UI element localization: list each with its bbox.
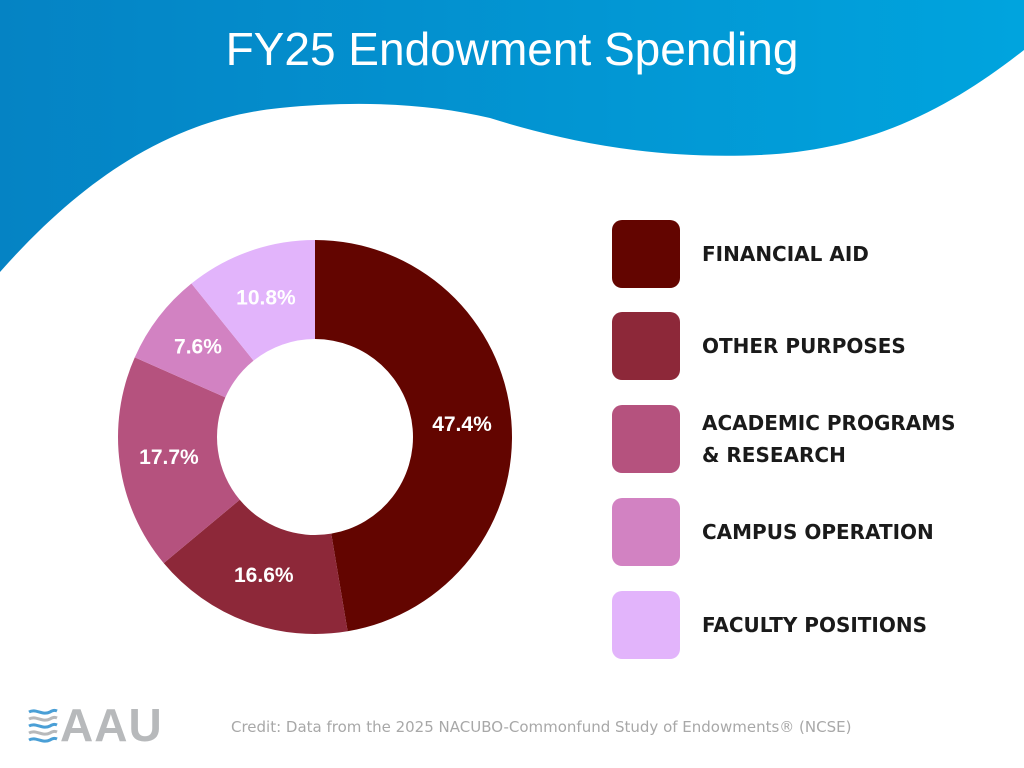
aau-logo: AAU <box>28 699 178 751</box>
legend-label: OTHER PURPOSES <box>702 334 906 358</box>
legend-swatch <box>612 405 680 473</box>
legend-swatch <box>612 220 680 288</box>
legend-label: FINANCIAL AID <box>702 242 869 266</box>
legend-item-faculty-positions: FACULTY POSITIONS <box>612 591 1012 659</box>
donut-slice-campus-operation <box>134 283 254 398</box>
slice-value-label: 16.6% <box>234 564 294 587</box>
legend-item-academic-programs: ACADEMIC PROGRAMS & RESEARCH <box>612 405 1012 473</box>
legend-item-campus-operation: CAMPUS OPERATION <box>612 498 1012 566</box>
legend-label: ACADEMIC PROGRAMS & RESEARCH <box>702 411 956 467</box>
legend-swatch <box>612 498 680 566</box>
aau-wave-icon <box>28 708 58 743</box>
credit-text: Credit: Data from the 2025 NACUBO-Common… <box>231 718 852 736</box>
legend-swatch <box>612 591 680 659</box>
slice-value-label: 47.4% <box>432 413 492 436</box>
donut-slice-faculty-positions <box>191 240 315 361</box>
legend-swatch <box>612 312 680 380</box>
slice-value-label: 17.7% <box>139 446 199 469</box>
legend-item-financial-aid: FINANCIAL AID <box>612 220 1012 288</box>
slice-value-label: 10.8% <box>236 286 296 309</box>
donut-slice-financial-aid <box>315 240 513 632</box>
donut-slice-other-purposes <box>163 499 348 634</box>
page-title: FY25 Endowment Spending <box>225 23 799 75</box>
legend-label: FACULTY POSITIONS <box>702 613 928 637</box>
legend-item-other-purposes: OTHER PURPOSES <box>612 312 1012 380</box>
legend-label: CAMPUS OPERATION <box>702 520 934 544</box>
aau-logo-text: AAU <box>60 699 163 751</box>
donut-slice-academic-programs-research <box>118 357 240 564</box>
slice-value-label: 7.6% <box>174 336 222 359</box>
header-wave-background <box>0 0 1024 272</box>
donut-chart: 47.4% 16.6% 17.7% 7.6% 10.8% <box>118 240 513 634</box>
